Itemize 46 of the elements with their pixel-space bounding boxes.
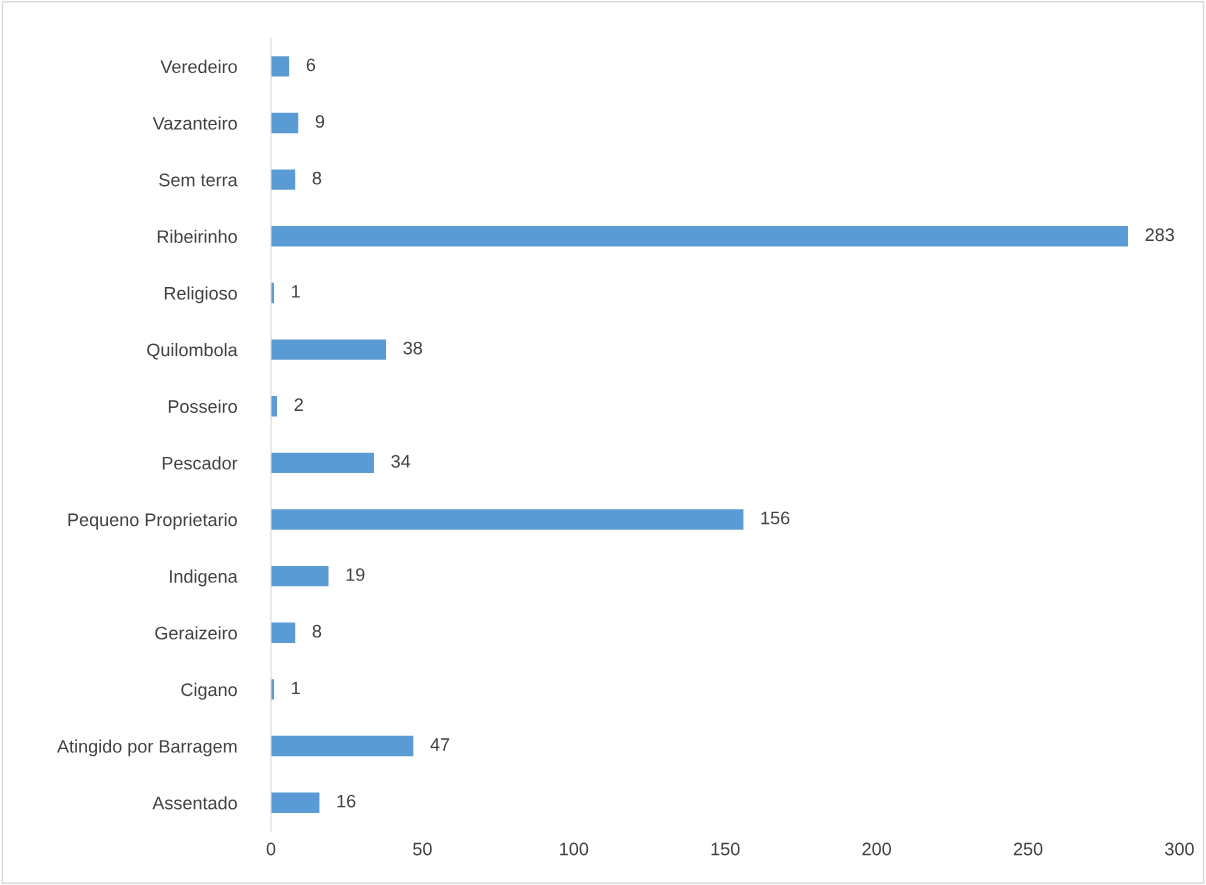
data-label: 1 xyxy=(292,285,300,298)
y-tick-label: Vazanteiro xyxy=(152,116,237,130)
data-label: 16 xyxy=(337,794,356,808)
y-tick-label: Quilombola xyxy=(147,343,238,360)
bar xyxy=(270,339,387,360)
bar xyxy=(270,169,296,190)
x-tick-label: 100 xyxy=(560,842,589,856)
y-tick-label: Assentado xyxy=(152,796,237,810)
data-label: 38 xyxy=(403,341,423,355)
data-label: 156 xyxy=(761,511,790,525)
y-tick-label: Posseiro xyxy=(168,399,237,413)
data-label: 6 xyxy=(306,58,316,72)
y-tick-label: Ribeirinho xyxy=(157,229,237,244)
bar xyxy=(270,622,296,643)
data-label: 34 xyxy=(391,454,411,468)
y-tick-label: Veredeiro xyxy=(160,59,237,74)
y-tick-label: Atingido por Barragem xyxy=(57,739,237,757)
bar xyxy=(270,226,1128,247)
x-tick-label: 300 xyxy=(1165,842,1194,856)
data-label: 1 xyxy=(292,681,300,695)
data-label: 283 xyxy=(1145,228,1174,242)
data-label: 9 xyxy=(315,115,325,128)
y-tick-label: Cigano xyxy=(181,682,237,700)
bar xyxy=(270,112,299,134)
y-tick-label: Geraizeiro xyxy=(155,626,237,640)
data-label: 2 xyxy=(294,398,303,411)
data-label: 8 xyxy=(312,624,322,638)
y-tick-label: Pequeno Proprietario xyxy=(68,512,237,530)
y-tick-label: Indigena xyxy=(170,569,238,587)
bar xyxy=(270,452,374,474)
bar xyxy=(270,509,744,530)
x-tick-label: 150 xyxy=(711,842,740,856)
x-tick-label: 50 xyxy=(413,842,432,856)
y-tick-label: Religioso xyxy=(164,286,237,304)
data-label: 47 xyxy=(430,738,450,751)
bar xyxy=(270,792,320,813)
y-tick-label: Pescador xyxy=(162,456,238,470)
data-label: 8 xyxy=(312,171,322,185)
data-label: 19 xyxy=(346,568,365,581)
y-tick-label: Sem terra xyxy=(159,173,238,187)
x-tick-label: 0 xyxy=(266,842,276,856)
x-tick-label: 200 xyxy=(862,842,891,856)
bar xyxy=(270,735,414,757)
bar xyxy=(270,56,290,77)
bar xyxy=(270,565,329,587)
x-tick-label: 250 xyxy=(1013,842,1043,856)
